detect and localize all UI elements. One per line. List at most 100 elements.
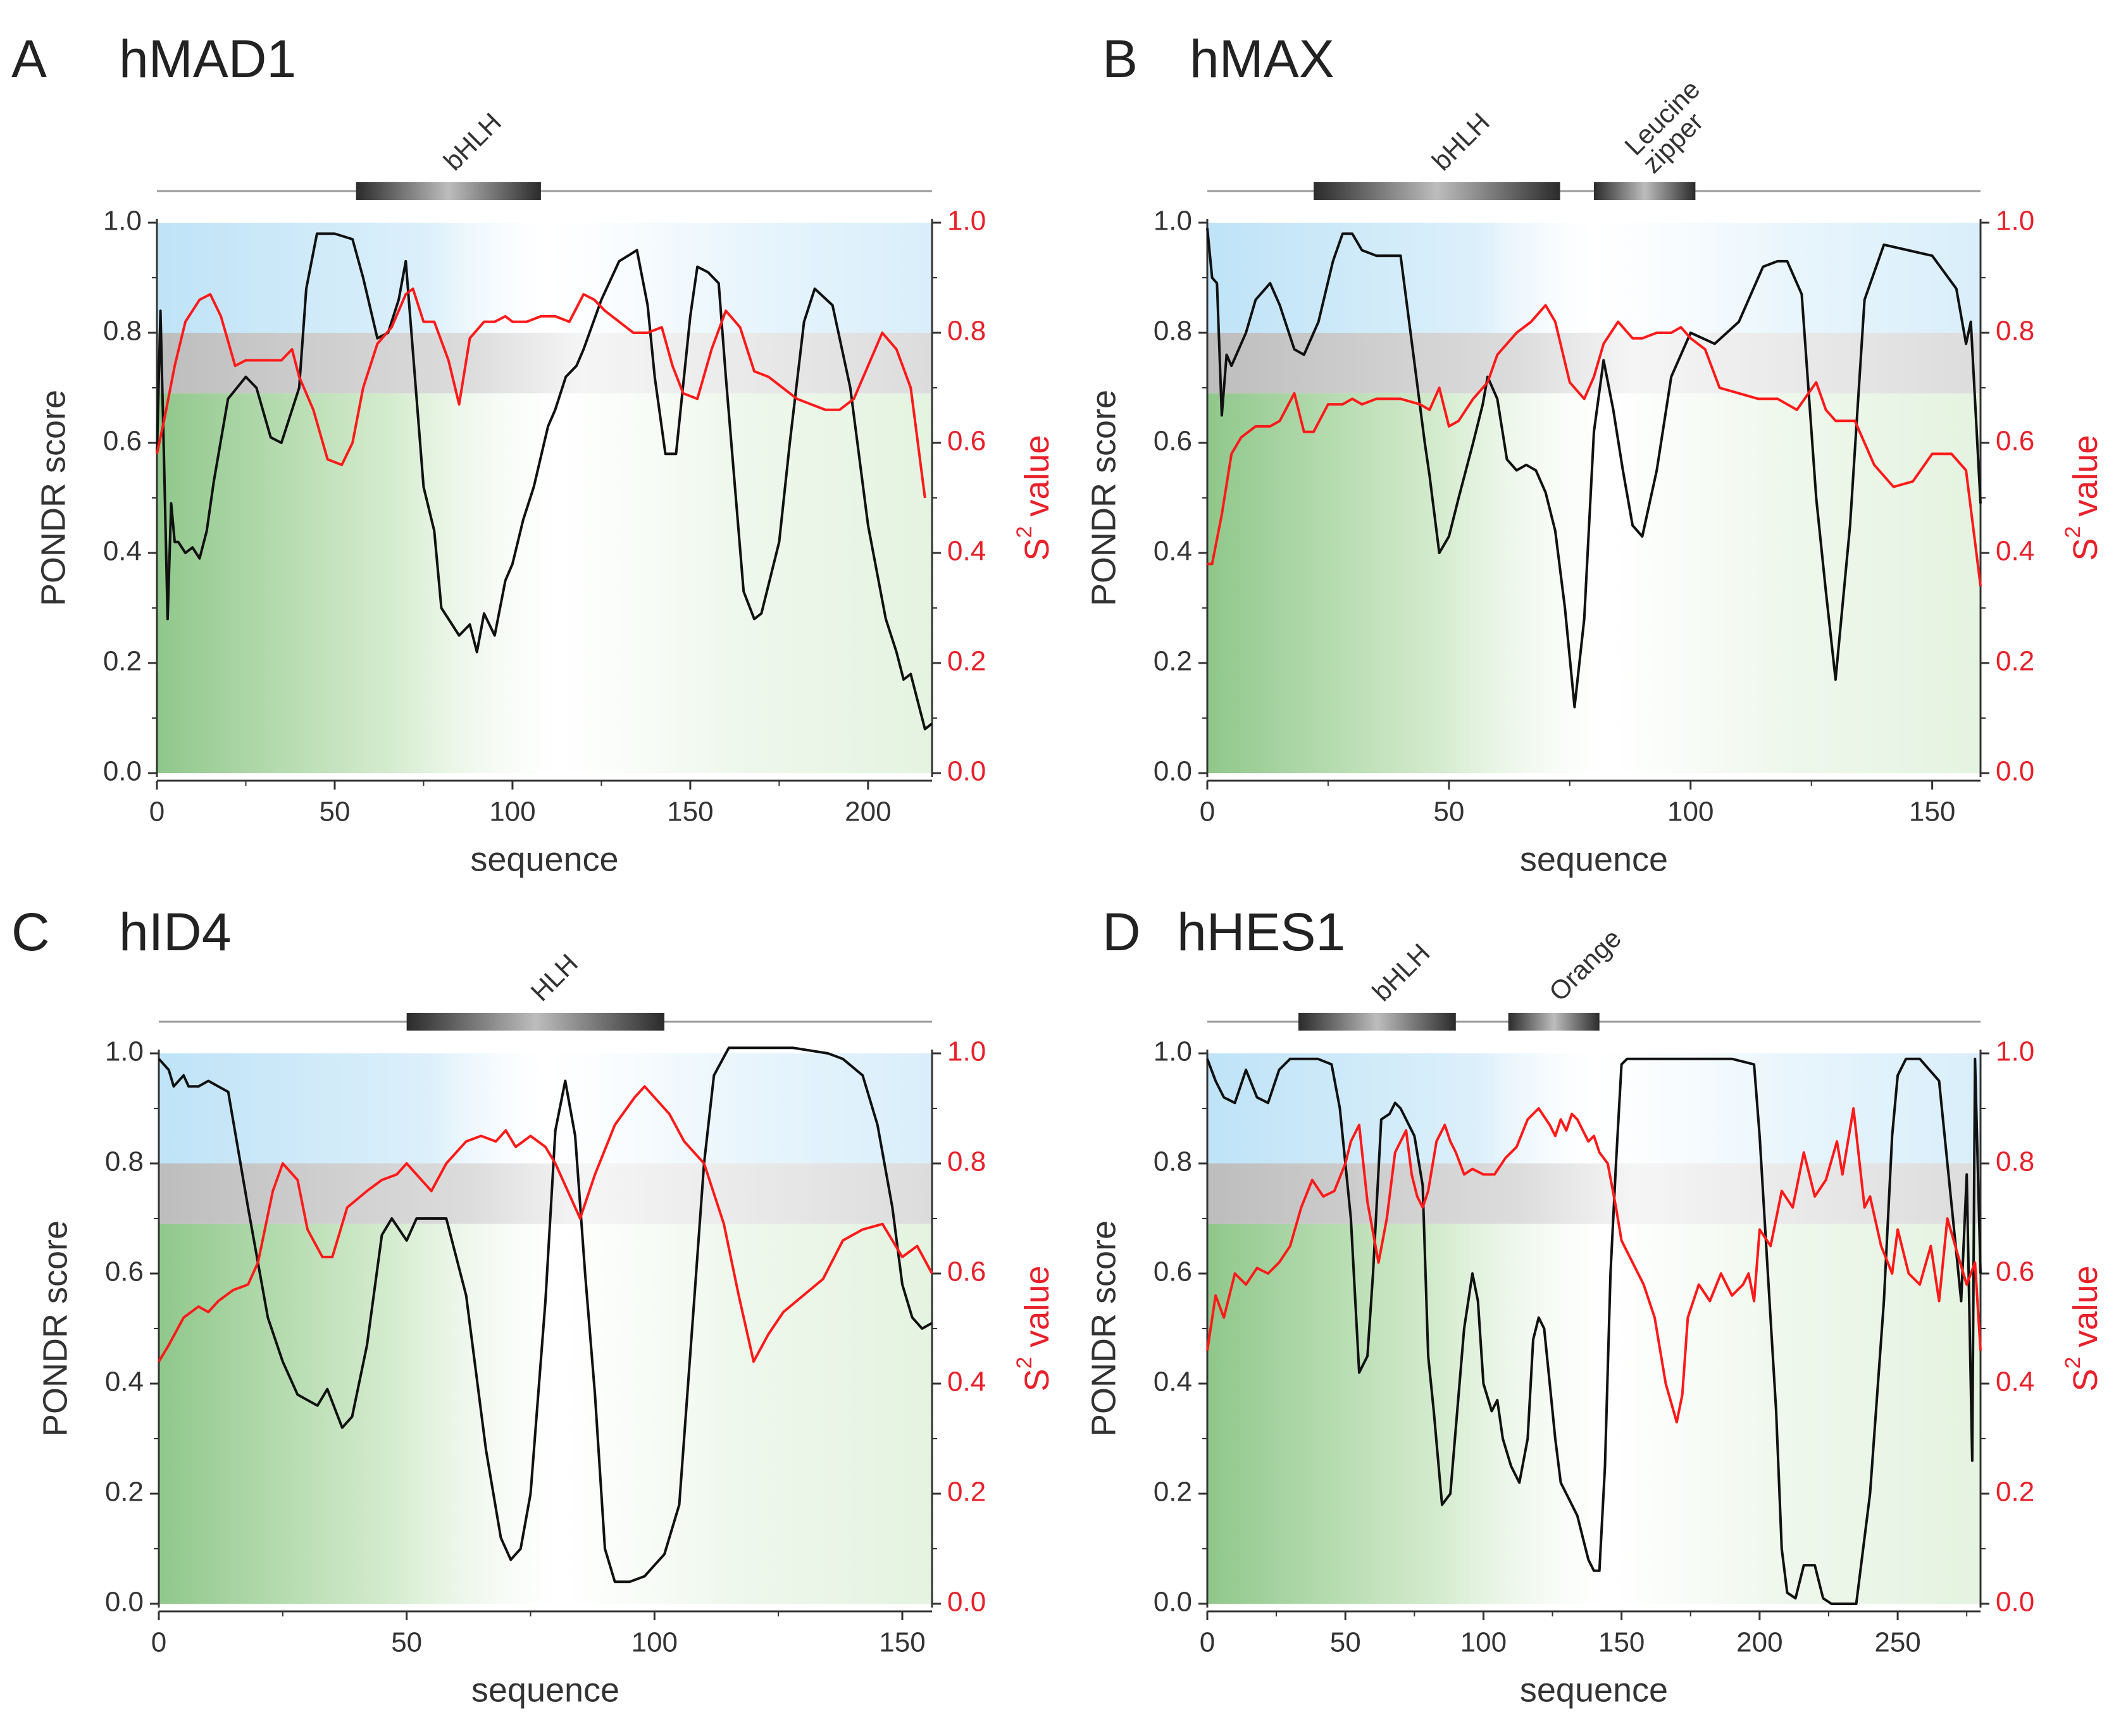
x-axis-title: sequence — [1520, 1671, 1668, 1709]
flexible-zone — [1207, 1163, 1981, 1224]
x-tick-label: 50 — [1433, 797, 1464, 828]
panel-letter: A — [11, 29, 47, 89]
y-tick-label-left: 0.2 — [1154, 1477, 1192, 1508]
y-tick-label-left: 0.0 — [105, 1587, 144, 1618]
right-y-axis-title-s: S — [1018, 1369, 1056, 1392]
y-tick-label-left: 0.8 — [1154, 1146, 1192, 1177]
y-tick-label-left: 0.8 — [105, 1146, 144, 1177]
right-y-axis-title: S2 value — [2061, 1265, 2105, 1391]
domain-label: bHLH — [1426, 107, 1495, 176]
y-tick-label-right: 0.4 — [1996, 536, 2034, 567]
domain-label: bHLH — [438, 107, 507, 176]
x-tick-label: 0 — [1200, 797, 1215, 828]
right-y-axis-title-sup: 2 — [1012, 1357, 1036, 1369]
right-y-axis-title-s: S — [2067, 538, 2105, 561]
pondr-score-line — [156, 232, 933, 731]
x-tick-label: 100 — [631, 1627, 678, 1658]
y-tick-label-right: 0.6 — [947, 426, 986, 457]
y-tick-label-right: 0.8 — [1996, 1146, 2034, 1177]
x-tick-label: 0 — [151, 1627, 166, 1658]
y-tick-label-left: 0.2 — [103, 646, 142, 677]
y-tick-label-left: 0.4 — [1154, 1367, 1192, 1398]
pondr-score-line — [158, 1046, 933, 1584]
flexible-zone — [157, 333, 932, 394]
panel-title: hHES1 — [1177, 902, 1345, 962]
right-y-axis-title: S2 value — [1012, 435, 1056, 561]
x-tick-label: 250 — [1874, 1627, 1920, 1658]
y-tick-label-right: 0.2 — [947, 646, 986, 677]
y-tick-label-right: 0.2 — [1996, 1477, 2034, 1508]
x-tick-label: 100 — [489, 797, 535, 828]
x-tick-label: 200 — [1736, 1627, 1782, 1658]
y-tick-label-left: 1.0 — [1154, 1036, 1192, 1067]
domain-label: Leucinezipper — [1619, 74, 1724, 179]
right-y-axis-title-s: S — [2067, 1369, 2105, 1392]
y-tick-label-right: 0.4 — [947, 1367, 986, 1398]
right-y-axis-title-sup: 2 — [2061, 526, 2085, 538]
s2-value-line — [158, 1085, 933, 1363]
x-axis-title: sequence — [470, 840, 618, 878]
flexible-zone — [159, 1163, 932, 1224]
right-y-axis-title: S2 value — [1012, 1265, 1056, 1391]
ordered-zone — [1207, 223, 1981, 333]
y-tick-label-right: 0.8 — [947, 1146, 986, 1177]
x-tick-label: 150 — [1909, 797, 1955, 828]
left-y-axis-title: PONDR score — [1085, 1220, 1123, 1437]
panel-letter: D — [1102, 902, 1141, 962]
y-tick-label-right: 1.0 — [947, 1036, 986, 1067]
right-y-axis-title-rest: value — [1018, 1265, 1056, 1356]
y-tick-label-right: 1.0 — [947, 206, 986, 237]
y-tick-label-left: 0.0 — [1154, 756, 1192, 787]
pondr-score-line — [1206, 1057, 1982, 1605]
y-tick-label-left: 0.6 — [105, 1256, 144, 1287]
y-tick-label-right: 1.0 — [1996, 206, 2034, 237]
x-axis-title: sequence — [1520, 840, 1668, 878]
y-tick-label-left: 0.6 — [1154, 1256, 1192, 1287]
y-tick-label-right: 0.4 — [1996, 1367, 2034, 1398]
domain-label: HLH — [525, 948, 583, 1007]
right-y-axis-title-rest: value — [1018, 435, 1056, 526]
y-tick-label-left: 0.8 — [103, 316, 142, 347]
x-tick-label: 150 — [1598, 1627, 1645, 1658]
x-tick-label: 200 — [845, 797, 891, 828]
y-tick-label-left: 0.4 — [105, 1367, 144, 1398]
x-tick-label: 0 — [149, 797, 165, 828]
domain-label: Orange — [1543, 923, 1627, 1007]
disordered-zone — [157, 393, 932, 773]
ordered-zone — [157, 223, 932, 333]
right-y-axis-title-rest: value — [2067, 1265, 2105, 1356]
panel-title: hMAD1 — [119, 29, 296, 89]
x-axis-title: sequence — [471, 1671, 619, 1709]
right-y-axis-title-rest: value — [2067, 435, 2105, 526]
y-tick-label-left: 0.0 — [1154, 1587, 1192, 1618]
y-tick-label-right: 0.0 — [947, 1587, 986, 1618]
y-tick-label-left: 0.0 — [103, 756, 142, 787]
y-tick-label-right: 1.0 — [1996, 1036, 2034, 1067]
right-y-axis-title-s: S — [1018, 538, 1056, 561]
left-y-axis-title: PONDR score — [34, 390, 72, 606]
x-tick-label: 150 — [879, 1627, 925, 1658]
domain-bar — [1594, 182, 1696, 200]
ordered-zone — [159, 1053, 932, 1163]
y-tick-label-left: 0.4 — [1154, 536, 1192, 567]
right-y-axis-title-sup: 2 — [2061, 1357, 2085, 1369]
y-tick-label-right: 0.0 — [1996, 756, 2034, 787]
y-tick-label-left: 0.8 — [1154, 316, 1192, 347]
domain-label: bHLH — [1367, 938, 1436, 1007]
domain-bar — [356, 182, 541, 200]
panel-letter: C — [11, 902, 50, 962]
x-tick-label: 100 — [1667, 797, 1714, 828]
panel-letter: B — [1102, 29, 1138, 89]
y-tick-label-left: 1.0 — [103, 206, 142, 237]
panel-title: hMAX — [1190, 29, 1334, 89]
ordered-zone — [1207, 1053, 1981, 1163]
y-tick-label-left: 1.0 — [1154, 206, 1192, 237]
pondr-score-line — [1206, 228, 1982, 709]
x-tick-label: 0 — [1200, 1627, 1215, 1658]
left-y-axis-title: PONDR score — [1085, 390, 1123, 606]
y-tick-label-right: 0.8 — [1996, 316, 2034, 347]
